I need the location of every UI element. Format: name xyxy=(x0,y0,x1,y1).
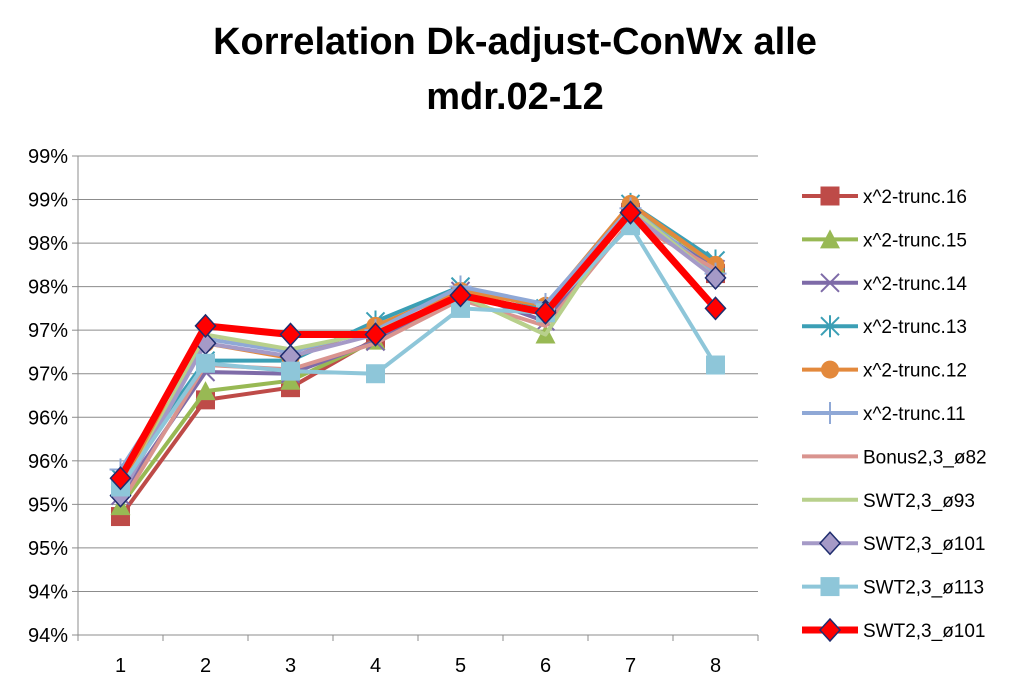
y-tick-label: 95% xyxy=(28,494,68,516)
y-tick-label: 98% xyxy=(28,233,68,255)
data-point xyxy=(449,283,472,308)
y-tick-label: 99% xyxy=(28,190,68,212)
x-tick-label: 6 xyxy=(540,655,551,677)
y-tick-label: 98% xyxy=(28,277,68,299)
legend-marker xyxy=(820,186,840,206)
legend-item-1: x^2-trunc.16 xyxy=(802,186,967,208)
legend-item-11: SWT2,3_ø101 xyxy=(802,617,986,643)
series-8 xyxy=(118,206,718,498)
y-tick-label: 99% xyxy=(28,146,68,168)
series-group xyxy=(109,192,727,527)
legend-marker xyxy=(820,273,840,293)
data-point xyxy=(195,381,216,401)
y-tick-label: 96% xyxy=(28,407,68,429)
legend-marker xyxy=(818,531,842,556)
x-tick-label: 7 xyxy=(625,655,636,677)
legend-item-6: x^2-trunc.11 xyxy=(802,402,966,425)
legend-label: x^2-trunc.12 xyxy=(863,361,967,382)
x-tick-label: 5 xyxy=(455,655,466,677)
y-tick-label: 97% xyxy=(28,320,68,342)
legend-marker xyxy=(820,315,840,338)
legend-label: x^2-trunc.16 xyxy=(863,187,967,208)
legend-item-10: SWT2,3_ø113 xyxy=(802,577,984,599)
series-line xyxy=(118,223,718,489)
chart-title-line-2: mdr.02-12 xyxy=(426,76,603,118)
legend-marker xyxy=(820,229,840,249)
legend-label: SWT2,3_ø101 xyxy=(863,534,986,555)
legend-label: x^2-trunc.13 xyxy=(863,317,967,338)
legend-item-7: Bonus2,3_ø82 xyxy=(802,447,987,468)
y-tick-label: 96% xyxy=(28,451,68,473)
series-10 xyxy=(111,216,725,497)
legend-marker xyxy=(821,360,839,379)
series-line xyxy=(118,206,718,498)
legend-item-2: x^2-trunc.15 xyxy=(802,229,967,251)
legend-item-9: SWT2,3_ø101 xyxy=(802,531,986,556)
legend-marker xyxy=(820,577,840,597)
legend-label: Bonus2,3_ø82 xyxy=(863,447,987,468)
series-line xyxy=(117,209,719,482)
data-point xyxy=(194,313,217,338)
x-tick-label: 4 xyxy=(370,655,381,677)
data-point xyxy=(109,466,132,491)
legend-marker xyxy=(818,617,842,643)
x-tick-label: 1 xyxy=(115,655,126,677)
legend-item-3: x^2-trunc.14 xyxy=(802,273,967,295)
y-tick-label: 95% xyxy=(28,538,68,560)
y-tick-label: 94% xyxy=(28,581,68,603)
data-point xyxy=(281,361,300,381)
legend-item-8: SWT2,3_ø93 xyxy=(802,491,975,512)
data-point xyxy=(704,296,727,321)
data-point xyxy=(619,200,642,225)
x-tick-label: 2 xyxy=(200,655,211,677)
legend-label: x^2-trunc.11 xyxy=(863,404,966,425)
data-point xyxy=(279,322,302,347)
legend: x^2-trunc.16 x^2-trunc.15 x^2-trunc.14 x^2-… xyxy=(802,186,987,643)
legend-label: SWT2,3_ø93 xyxy=(863,491,975,512)
legend-marker xyxy=(819,402,841,424)
data-point xyxy=(196,353,215,373)
legend-label: x^2-trunc.15 xyxy=(863,230,967,251)
legend-label: SWT2,3_ø113 xyxy=(863,578,984,599)
legend-item-5: x^2-trunc.12 xyxy=(802,360,967,382)
legend-label: SWT2,3_ø101 xyxy=(863,621,986,642)
legend-item-4: x^2-trunc.13 xyxy=(802,315,967,338)
series-11 xyxy=(109,200,727,491)
data-point xyxy=(704,265,727,291)
data-point xyxy=(706,355,725,375)
y-tick-label: 94% xyxy=(28,625,68,647)
data-point xyxy=(364,322,387,347)
data-point xyxy=(366,364,385,384)
y-tick-label: 97% xyxy=(28,364,68,386)
x-tick-label: 3 xyxy=(285,655,296,677)
chart-title-line-1: Korrelation Dk-adjust-ConWx alle xyxy=(213,21,817,63)
axes: 94% 94% 95% 95% 96% 96% 97% 97% 98% 98% 99% 99% 1 2 3 4… xyxy=(28,146,759,677)
legend-label: x^2-trunc.14 xyxy=(863,274,967,295)
data-point xyxy=(534,300,557,325)
x-tick-label: 8 xyxy=(710,655,721,677)
